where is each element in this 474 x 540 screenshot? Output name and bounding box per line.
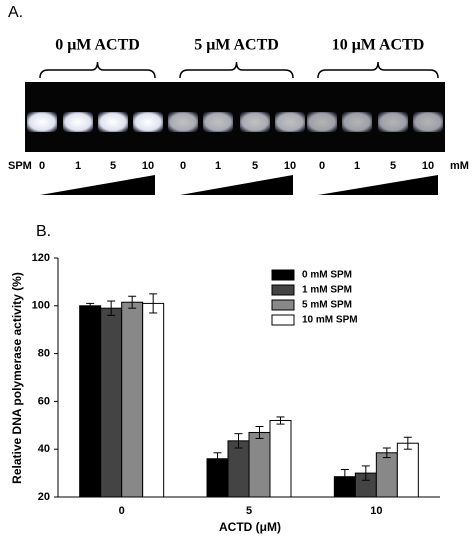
- gel-band: [275, 112, 305, 132]
- wedge: [40, 175, 155, 195]
- y-tick-label: 40: [38, 443, 50, 455]
- legend-swatch: [271, 284, 295, 296]
- legend-label: 10 mM SPM: [302, 315, 358, 326]
- wedge: [318, 175, 438, 195]
- gel-band: [133, 112, 163, 132]
- y-tick-label: 20: [38, 491, 50, 503]
- legend-swatch: [271, 299, 295, 311]
- panel-label: B.: [36, 223, 51, 240]
- group-label: 10 μM ACTD: [332, 37, 425, 54]
- lane-label: 5: [110, 160, 116, 172]
- y-tick-label: 100: [32, 300, 50, 312]
- gel-band: [168, 112, 198, 132]
- bar: [269, 420, 292, 498]
- lane-label: 0: [319, 160, 325, 172]
- lane-label: 1: [215, 160, 221, 172]
- gel-band: [342, 112, 372, 132]
- bar: [142, 302, 165, 498]
- lane-label: 1: [75, 160, 81, 172]
- x-tick-label: 0: [119, 505, 125, 517]
- gel-band: [413, 112, 443, 132]
- bar: [100, 307, 123, 498]
- brace: [317, 61, 439, 79]
- legend-swatch: [271, 269, 295, 281]
- y-axis-label: Relative DNA polymerase activity (%): [10, 272, 24, 484]
- gel: [25, 82, 445, 152]
- legend-label: 5 mM SPM: [302, 300, 352, 311]
- bar: [121, 301, 144, 498]
- brace: [179, 61, 294, 79]
- group-label: 0 μM ACTD: [55, 37, 140, 54]
- x-tick-label: 10: [370, 505, 382, 517]
- unit-label: mM: [450, 160, 469, 172]
- lane-label: 5: [252, 160, 258, 172]
- y-tick-label: 80: [38, 348, 50, 360]
- bar: [375, 452, 398, 498]
- bar: [396, 442, 419, 498]
- lane-label: 0: [39, 160, 45, 172]
- x-tick-label: 5: [246, 505, 252, 517]
- brace: [39, 61, 156, 79]
- wedge: [180, 175, 293, 195]
- gel-band: [98, 112, 128, 132]
- y-tick-label: 120: [32, 252, 50, 264]
- gel-band: [378, 112, 408, 132]
- bar: [248, 431, 271, 498]
- gel-band: [27, 112, 57, 132]
- gel-band: [203, 112, 233, 132]
- y-tick-label: 60: [38, 395, 50, 407]
- legend-label: 0 mM SPM: [302, 270, 352, 281]
- gel-band: [240, 112, 270, 132]
- x-axis-label: ACTD (μM): [219, 520, 281, 534]
- lane-label: 10: [142, 160, 154, 172]
- panel-label: A.: [8, 4, 23, 21]
- bar: [79, 305, 102, 498]
- lane-label: 10: [422, 160, 434, 172]
- gel-band: [63, 112, 93, 132]
- group-label: 5 μM ACTD: [194, 37, 279, 54]
- bar: [227, 440, 250, 498]
- lane-label: 1: [354, 160, 360, 172]
- lane-label: 5: [390, 160, 396, 172]
- gel-band: [307, 112, 337, 132]
- legend-label: 1 mM SPM: [302, 285, 352, 296]
- lane-label: 0: [180, 160, 186, 172]
- lane-label: 10: [284, 160, 296, 172]
- legend-swatch: [271, 314, 295, 326]
- row-label: SPM: [8, 160, 32, 172]
